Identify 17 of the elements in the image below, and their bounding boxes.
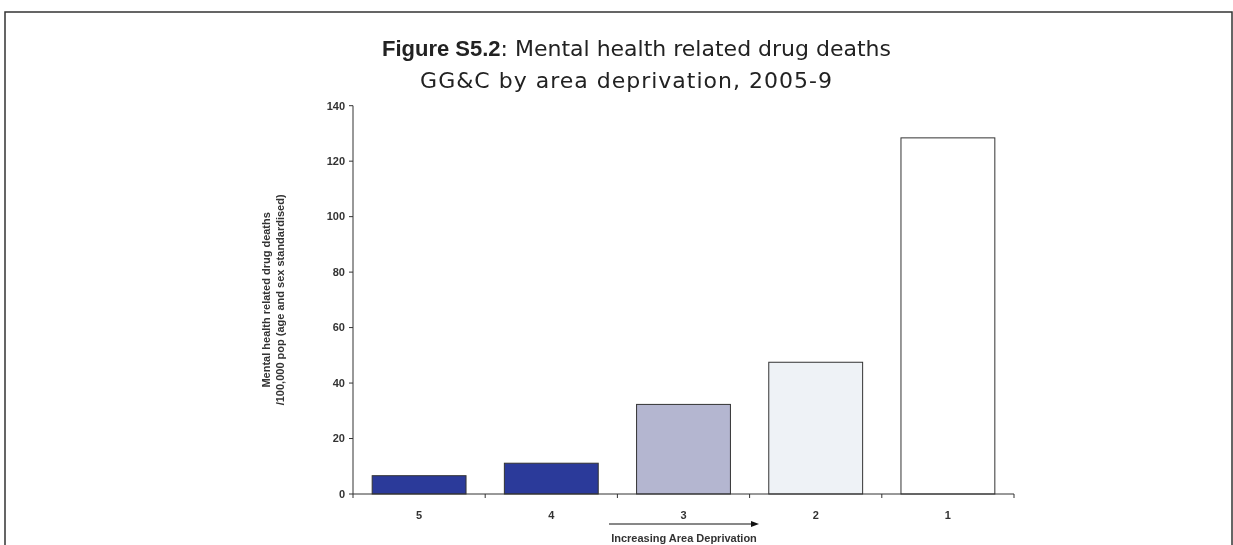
- x-axis-title: Increasing Area Deprivation: [611, 532, 758, 544]
- y-tick-label: 20: [332, 432, 345, 445]
- x-tick-label: 5: [416, 509, 423, 521]
- x-tick-label: 1: [944, 509, 951, 521]
- x-tick-label: 2: [812, 509, 819, 521]
- x-tick-label: 3: [680, 509, 687, 521]
- y-tick-label: 0: [338, 487, 345, 500]
- y-tick-label: 40: [332, 376, 345, 389]
- chart-title: Figure S5.2: Mental health related drug deaths: [381, 36, 892, 61]
- chart-subtitle: GG&C by area deprivation, 2005-9: [420, 68, 833, 93]
- y-tick-label: 100: [326, 210, 345, 223]
- y-tick-label: 60: [332, 321, 345, 334]
- y-tick-label: 140: [326, 99, 345, 112]
- y-axis-title: Mental health related drug deaths /100,000 pop (age and sex standardised): [260, 194, 286, 406]
- y-tick-label: 120: [326, 155, 345, 168]
- x-tick-label: 4: [548, 509, 556, 521]
- y-tick-label: 80: [332, 265, 345, 278]
